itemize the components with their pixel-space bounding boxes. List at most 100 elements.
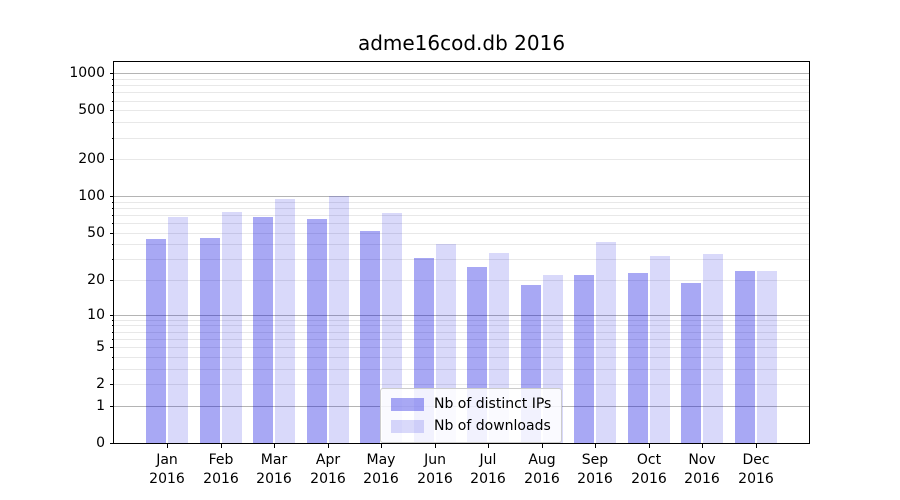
y-tick-label: 200 xyxy=(78,151,105,167)
y-tick-mark xyxy=(110,406,114,407)
x-tick-month: Jul xyxy=(479,452,497,468)
y-tick-label: 2 xyxy=(96,376,105,392)
minor-gridline xyxy=(114,384,809,385)
legend-label-downloads: Nb of downloads xyxy=(434,418,551,434)
y-tick-label: 1 xyxy=(96,398,105,414)
x-tick-mark xyxy=(381,444,382,448)
minor-gridline xyxy=(114,85,809,86)
y-tick-mark xyxy=(110,315,114,316)
minor-gridline xyxy=(114,159,809,160)
minor-gridline xyxy=(114,110,809,111)
legend-swatch-distinct-ips-icon xyxy=(391,398,424,411)
bar-distinct-ips-feb xyxy=(200,238,220,443)
x-tick-year: 2016 xyxy=(256,471,292,487)
y-minor-tick-mark xyxy=(112,223,114,224)
bar-downloads-nov xyxy=(703,254,723,443)
x-tick-month: Sep xyxy=(581,452,609,468)
bar-downloads-sep xyxy=(596,241,616,443)
y-minor-tick-mark xyxy=(112,259,114,260)
minor-gridline xyxy=(114,122,809,123)
x-tick-month: Oct xyxy=(636,452,662,468)
y-minor-tick-mark xyxy=(112,325,114,326)
chart-title: adme16cod.db 2016 xyxy=(357,31,566,55)
minor-gridline xyxy=(114,259,809,260)
y-tick-mark xyxy=(110,196,114,197)
y-minor-tick-mark xyxy=(112,138,114,139)
y-tick-label: 500 xyxy=(78,102,105,118)
x-tick-month: Mar xyxy=(260,452,288,468)
x-tick-label-jul: Jul 2016 xyxy=(455,451,521,489)
x-tick-year: 2016 xyxy=(738,471,774,487)
y-minor-tick-mark xyxy=(112,347,114,348)
minor-gridline xyxy=(114,101,809,102)
x-tick-month: Jun xyxy=(424,452,446,468)
minor-gridline xyxy=(114,215,809,216)
x-tick-year: 2016 xyxy=(149,471,185,487)
y-minor-tick-mark xyxy=(112,233,114,234)
x-tick-label-oct: Oct 2016 xyxy=(616,451,682,489)
x-tick-year: 2016 xyxy=(203,471,239,487)
x-tick-year: 2016 xyxy=(417,471,453,487)
y-minor-tick-mark xyxy=(112,202,114,203)
y-tick-label: 50 xyxy=(87,225,105,241)
x-tick-label-jan: Jan 2016 xyxy=(134,451,200,489)
y-tick-label: 10 xyxy=(87,307,105,323)
minor-gridline xyxy=(114,347,809,348)
minor-gridline xyxy=(114,244,809,245)
minor-gridline xyxy=(114,233,809,234)
bar-distinct-ips-dec xyxy=(735,270,755,443)
x-tick-mark xyxy=(649,444,650,448)
minor-gridline xyxy=(114,357,809,358)
major-gridline xyxy=(114,196,809,197)
y-minor-tick-mark xyxy=(112,101,114,102)
minor-gridline xyxy=(114,202,809,203)
minor-gridline xyxy=(114,92,809,93)
y-minor-tick-mark xyxy=(112,215,114,216)
x-tick-label-aug: Aug 2016 xyxy=(509,451,575,489)
y-minor-tick-mark xyxy=(112,339,114,340)
x-tick-month: Nov xyxy=(688,452,716,468)
y-tick-label: 100 xyxy=(78,188,105,204)
y-minor-tick-mark xyxy=(112,369,114,370)
x-tick-mark xyxy=(595,444,596,448)
minor-gridline xyxy=(114,79,809,80)
minor-gridline xyxy=(114,208,809,209)
x-tick-label-apr: Apr 2016 xyxy=(295,451,361,489)
y-minor-tick-mark xyxy=(112,85,114,86)
x-tick-mark xyxy=(488,444,489,448)
x-tick-mark xyxy=(167,444,168,448)
legend: Nb of distinct IPs Nb of downloads xyxy=(380,388,563,443)
bar-downloads-mar xyxy=(275,198,295,443)
x-tick-mark xyxy=(702,444,703,448)
y-minor-tick-mark xyxy=(112,357,114,358)
x-tick-year: 2016 xyxy=(631,471,667,487)
y-tick-label: 20 xyxy=(87,272,105,288)
x-tick-year: 2016 xyxy=(524,471,560,487)
bar-distinct-ips-oct xyxy=(628,272,648,443)
x-tick-mark xyxy=(435,444,436,448)
bar-downloads-oct xyxy=(650,255,670,443)
bar-distinct-ips-jan xyxy=(146,239,166,443)
bar-distinct-ips-mar xyxy=(253,217,273,443)
y-minor-tick-mark xyxy=(112,244,114,245)
minor-gridline xyxy=(114,320,809,321)
y-minor-tick-mark xyxy=(112,208,114,209)
bar-downloads-jan xyxy=(168,217,188,443)
x-tick-month: Jan xyxy=(156,452,178,468)
minor-gridline xyxy=(114,369,809,370)
x-tick-year: 2016 xyxy=(363,471,399,487)
x-tick-label-feb: Feb 2016 xyxy=(188,451,254,489)
x-tick-year: 2016 xyxy=(310,471,346,487)
x-tick-month: May xyxy=(366,452,396,468)
y-minor-tick-mark xyxy=(112,110,114,111)
bar-downloads-may xyxy=(382,212,402,443)
major-gridline xyxy=(114,73,809,74)
minor-gridline xyxy=(114,325,809,326)
x-tick-mark xyxy=(274,444,275,448)
bar-downloads-apr xyxy=(329,196,349,443)
y-tick-mark xyxy=(110,443,114,444)
x-tick-label-nov: Nov 2016 xyxy=(669,451,735,489)
legend-swatch-downloads-icon xyxy=(391,420,424,433)
bar-downloads-dec xyxy=(757,270,777,443)
